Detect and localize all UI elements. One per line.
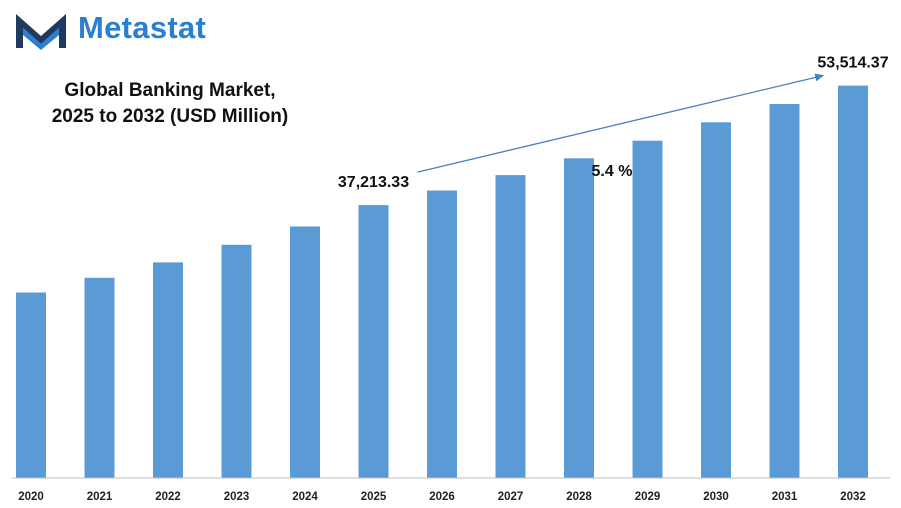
bar-2024	[290, 226, 320, 478]
x-tick-label-2032: 2032	[840, 491, 866, 503]
bar-2031	[769, 104, 800, 478]
chart-title-line-1: Global Banking Market,	[64, 80, 276, 101]
metastat-logo-icon	[16, 14, 66, 50]
x-tick-labels: 2020 2021 2022 2023 2024 2025 2026 2027 2028 2029…	[18, 491, 866, 503]
growth-annotation: 5.4 %	[417, 73, 825, 180]
x-tick-label-2031: 2031	[772, 491, 798, 503]
x-tick-label-2025: 2025	[361, 491, 387, 503]
x-tick-label-2021: 2021	[87, 491, 113, 503]
data-label-2025: 37,213.33	[338, 174, 409, 191]
x-tick-label-2022: 2022	[155, 491, 181, 503]
bar-2025	[358, 205, 389, 478]
brand-name: Metastat	[78, 10, 207, 45]
bar-2020	[16, 292, 46, 478]
bar-2026	[427, 190, 457, 478]
x-tick-label-2030: 2030	[703, 491, 729, 503]
chart-title: Global Banking Market, 2025 to 2032 (USD…	[20, 78, 320, 130]
x-tick-label-2023: 2023	[224, 491, 250, 503]
bar-2023	[221, 244, 252, 478]
bar-2028	[564, 158, 594, 479]
bar-2029	[632, 140, 663, 478]
bar-2021	[84, 277, 115, 478]
x-tick-label-2026: 2026	[429, 491, 455, 503]
x-tick-label-2024: 2024	[292, 491, 318, 503]
x-tick-label-2020: 2020	[18, 491, 44, 503]
x-tick-label-2029: 2029	[635, 491, 661, 503]
bar-2022	[153, 262, 183, 478]
bar-2027	[495, 175, 526, 478]
x-tick-label-2028: 2028	[566, 491, 592, 503]
chart-title-line-2: 2025 to 2032 (USD Million)	[51, 106, 289, 127]
cagr-label: 5.4 %	[592, 163, 633, 180]
bars-layer	[16, 85, 868, 479]
bar-2032	[838, 85, 868, 478]
bar-2030	[701, 122, 731, 479]
data-label-2032: 53,514.37	[817, 55, 888, 72]
data-labels: 37,213.33 53,514.37	[338, 55, 889, 192]
growth-arrow	[417, 73, 825, 173]
x-tick-label-2027: 2027	[498, 491, 524, 503]
